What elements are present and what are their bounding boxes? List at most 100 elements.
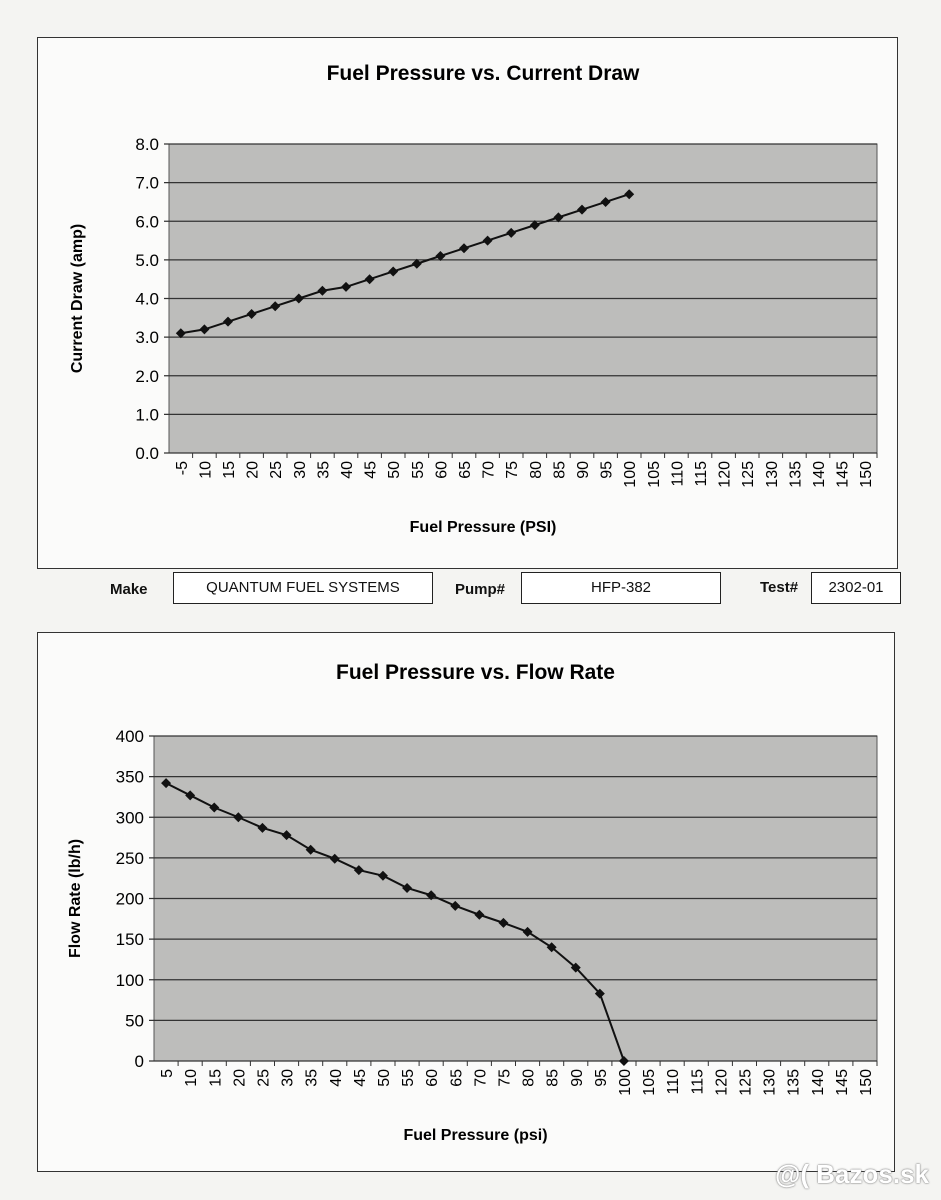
data-point: [570, 962, 581, 973]
x-tick-label: 65: [448, 1069, 465, 1087]
y-tick-label: 6.0: [135, 212, 159, 231]
x-tick-label: 150: [858, 461, 875, 488]
chart-title: Fuel Pressure vs. Flow Rate: [336, 661, 615, 684]
data-point: [293, 293, 304, 304]
y-tick-label: 3.0: [135, 328, 159, 347]
data-point: [529, 220, 540, 231]
y-tick-label: 350: [116, 768, 144, 787]
y-tick-label: 150: [116, 930, 144, 949]
x-tick-label: 140: [811, 461, 828, 488]
x-tick-label: 10: [183, 1069, 200, 1087]
data-point: [546, 942, 557, 953]
x-tick-label: 80: [521, 1069, 538, 1087]
x-tick-label: 25: [268, 461, 285, 479]
flow-rate-chart-panel: Fuel Pressure vs. Flow Rate 0 50 100 150 200 2…: [37, 632, 895, 1172]
data-point: [270, 301, 281, 312]
y-tick-label: 400: [116, 727, 144, 746]
current-draw-chart: Fuel Pressure vs. Current Draw 0.0 1.0 2.0 3…: [69, 62, 878, 536]
data-point: [257, 822, 268, 833]
y-tick-label: 0.0: [135, 444, 159, 463]
test-label: Test#: [760, 579, 799, 596]
data-point: [364, 274, 375, 285]
x-tick-label: 105: [646, 461, 663, 488]
data-point: [305, 844, 316, 855]
data-point: [553, 212, 564, 223]
y-tick-label: 50: [125, 1011, 144, 1030]
x-tick-label: 85: [551, 461, 568, 479]
x-tick-label: 75: [504, 461, 521, 479]
data-point: [498, 917, 509, 928]
data-point: [388, 266, 399, 277]
x-tick-label: 10: [197, 461, 214, 479]
series-line: [165, 782, 625, 1062]
x-tick-label: 115: [689, 1069, 706, 1095]
x-tick-label: 60: [424, 1069, 441, 1087]
x-tick-label: 90: [569, 1069, 586, 1087]
x-tick-label: 140: [810, 1069, 827, 1096]
x-tick-label: 100: [617, 1069, 634, 1096]
x-tick-label: 80: [528, 461, 545, 479]
pump-label: Pump#: [455, 581, 506, 598]
data-point: [199, 324, 210, 335]
x-tick-label: 100: [622, 461, 639, 488]
x-tick-label: 120: [713, 1069, 730, 1096]
y-tick-label: 8.0: [135, 135, 159, 154]
y-tick-label: 4.0: [135, 290, 159, 309]
data-point: [435, 251, 446, 262]
flow-rate-chart: Fuel Pressure vs. Flow Rate 0 50 100 150 200 2…: [67, 661, 878, 1144]
data-point: [402, 882, 413, 893]
pump-field: HFP-382: [521, 572, 721, 604]
x-tick-label: 70: [481, 461, 498, 479]
x-tick-label: 45: [363, 461, 380, 479]
data-point: [450, 900, 461, 911]
x-axis-title: Fuel Pressure (PSI): [410, 519, 557, 536]
x-tick-label: 35: [304, 1069, 321, 1087]
data-point: [594, 988, 605, 999]
data-point: [353, 865, 364, 876]
x-tick-label: 55: [400, 1069, 417, 1087]
x-tick-label: 30: [280, 1069, 297, 1087]
x-tick-label: 55: [410, 461, 427, 479]
x-tick-label: 35: [315, 461, 332, 479]
data-point: [175, 328, 186, 339]
data-point: [426, 890, 437, 901]
make-field: QUANTUM FUEL SYSTEMS: [173, 572, 433, 604]
y-tick-label: 5.0: [135, 251, 159, 270]
data-point: [317, 285, 328, 296]
data-point: [577, 204, 587, 215]
x-tick-label: 75: [496, 1069, 513, 1087]
x-tick-label: 60: [433, 461, 450, 479]
x-tick-label: 25: [255, 1069, 272, 1087]
data-point: [522, 926, 533, 937]
y-tick-label: 250: [116, 849, 144, 868]
x-tick-label: 50: [386, 461, 403, 479]
x-tick-label: 120: [717, 461, 734, 488]
x-tick-label: 115: [693, 461, 710, 487]
x-tick-label: 40: [328, 1069, 345, 1087]
y-tick-label: 0: [135, 1052, 144, 1071]
x-tick-label: 70: [472, 1069, 489, 1087]
y-tick-label: 100: [116, 971, 144, 990]
data-point: [281, 830, 292, 841]
data-point: [411, 258, 422, 269]
x-tick-label: 105: [641, 1069, 658, 1096]
data-point: [233, 812, 244, 823]
current-draw-chart-panel: Fuel Pressure vs. Current Draw 0.0 1.0 2.0 3…: [37, 37, 898, 569]
x-tick-label: 150: [858, 1069, 875, 1096]
x-tick-label: 145: [835, 461, 852, 488]
y-axis-title: Flow Rate (lb/h): [67, 839, 84, 958]
x-tick-label: 125: [740, 461, 757, 488]
y-axis-title: Current Draw (amp): [69, 224, 86, 373]
data-point: [459, 243, 469, 254]
data-point: [618, 1056, 629, 1066]
x-tick-label: 135: [787, 461, 804, 488]
x-tick-label: -5: [174, 461, 191, 475]
x-tick-label: 130: [764, 461, 781, 488]
x-tick-label: 135: [786, 1069, 803, 1096]
x-tick-label: 110: [669, 461, 686, 487]
data-point: [161, 778, 172, 789]
x-tick-label: 130: [762, 1069, 779, 1096]
data-point: [600, 196, 611, 207]
x-tick-label: 20: [231, 1069, 248, 1087]
x-tick-label: 125: [737, 1069, 754, 1096]
